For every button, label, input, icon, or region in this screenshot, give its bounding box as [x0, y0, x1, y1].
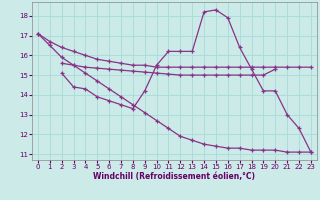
X-axis label: Windchill (Refroidissement éolien,°C): Windchill (Refroidissement éolien,°C): [93, 172, 255, 181]
